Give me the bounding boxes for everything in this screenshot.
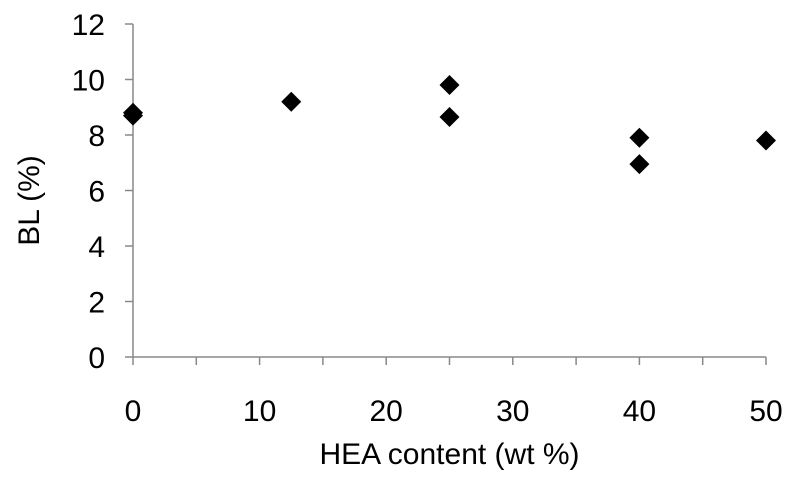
data-point: [629, 127, 650, 148]
y-tick-label: 0: [88, 342, 105, 375]
x-tick-label: 10: [243, 395, 276, 428]
data-point: [281, 91, 302, 112]
data-point: [439, 106, 460, 127]
x-tick-label: 0: [125, 395, 142, 428]
x-tick-label: 40: [623, 395, 656, 428]
x-tick-label: 20: [370, 395, 403, 428]
data-point: [756, 130, 776, 151]
data-point: [439, 75, 460, 96]
data-point: [123, 102, 143, 123]
y-tick-label: 12: [72, 9, 105, 42]
y-tick-label: 10: [72, 65, 105, 98]
y-axis-title: BL (%): [13, 155, 46, 246]
y-ticks: 0 2 4 6 8 10 12: [72, 9, 133, 375]
axes: [132, 24, 766, 358]
data-points: [123, 75, 776, 175]
y-tick-label: 6: [88, 176, 105, 209]
y-tick-label: 4: [88, 231, 105, 264]
x-ticks: 0 10 20 30 40 50: [125, 357, 783, 428]
x-tick-label: 30: [496, 395, 529, 428]
y-tick-label: 8: [88, 120, 105, 153]
data-point: [629, 154, 650, 175]
y-tick-label: 2: [88, 287, 105, 320]
x-tick-label: 50: [749, 395, 782, 428]
x-axis-title: HEA content (wt %): [319, 438, 579, 471]
